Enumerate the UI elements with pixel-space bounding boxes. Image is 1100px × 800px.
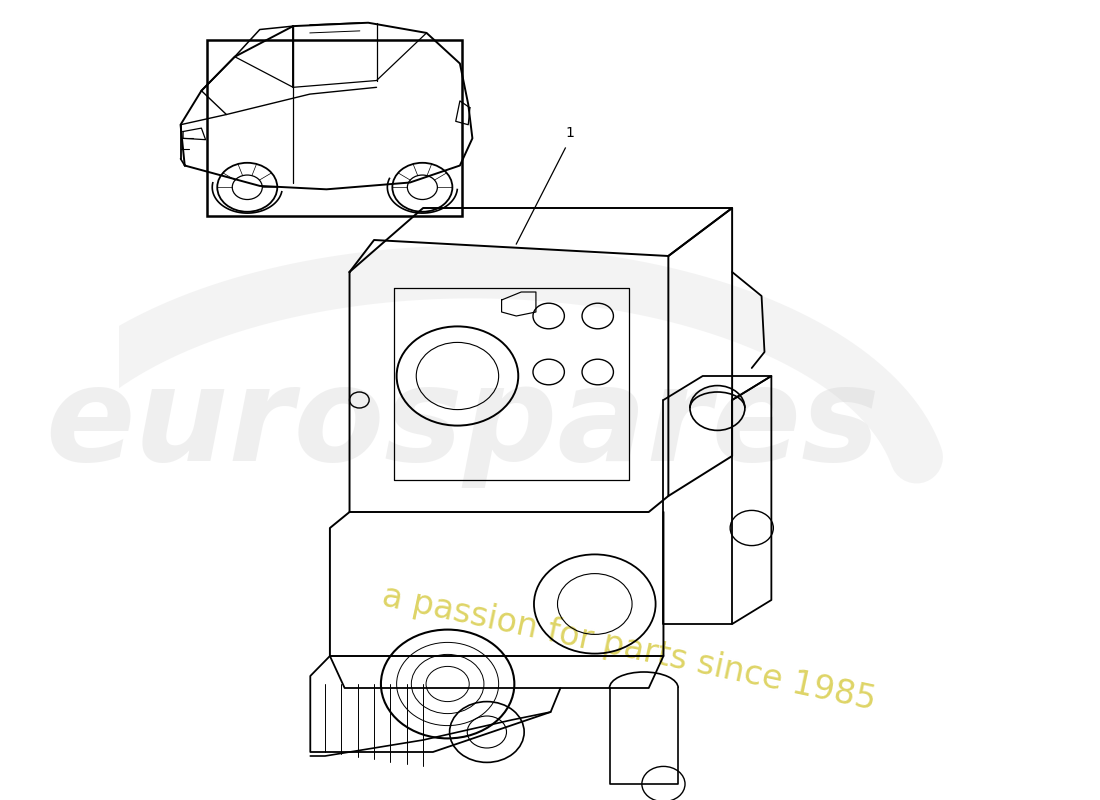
Text: a passion for parts since 1985: a passion for parts since 1985: [379, 579, 879, 717]
Bar: [207, 40, 462, 216]
Text: 1: 1: [565, 126, 574, 140]
Text: eurospares: eurospares: [45, 361, 880, 487]
